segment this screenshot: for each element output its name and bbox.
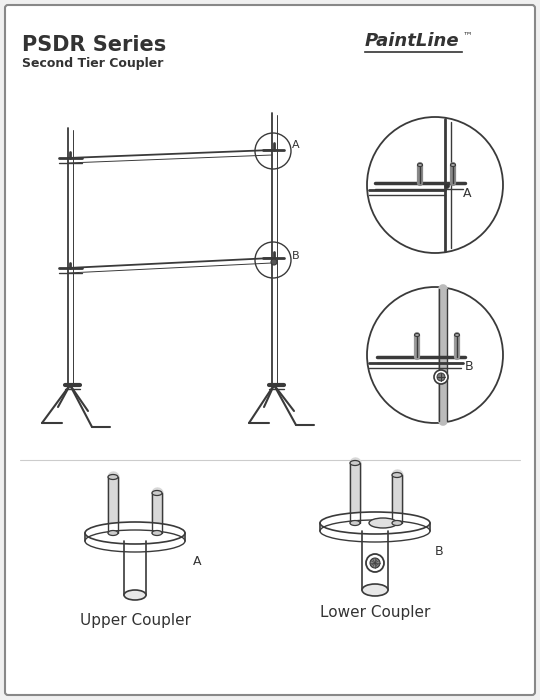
Ellipse shape	[415, 333, 420, 337]
FancyBboxPatch shape	[5, 5, 535, 695]
Text: A: A	[193, 555, 201, 568]
Ellipse shape	[455, 333, 460, 337]
Text: Second Tier Coupler: Second Tier Coupler	[22, 57, 164, 70]
Text: Lower Coupler: Lower Coupler	[320, 605, 430, 620]
Circle shape	[370, 558, 380, 568]
Ellipse shape	[369, 518, 397, 528]
Circle shape	[271, 259, 277, 265]
Text: B: B	[292, 251, 300, 261]
Ellipse shape	[108, 475, 118, 480]
Ellipse shape	[152, 531, 162, 536]
Ellipse shape	[350, 521, 360, 526]
Ellipse shape	[108, 531, 118, 536]
Ellipse shape	[350, 461, 360, 466]
Circle shape	[434, 370, 448, 384]
Text: ™: ™	[463, 30, 472, 40]
Ellipse shape	[152, 491, 162, 496]
Circle shape	[366, 554, 384, 572]
Text: B: B	[465, 360, 474, 373]
Circle shape	[367, 117, 503, 253]
Ellipse shape	[85, 522, 185, 544]
Text: B: B	[435, 545, 444, 558]
Text: A: A	[292, 140, 300, 150]
Circle shape	[367, 287, 503, 423]
Ellipse shape	[450, 164, 456, 167]
Ellipse shape	[362, 584, 388, 596]
Ellipse shape	[392, 473, 402, 477]
Text: Upper Coupler: Upper Coupler	[79, 613, 191, 628]
Text: PaintLine: PaintLine	[365, 32, 460, 50]
Ellipse shape	[124, 590, 146, 600]
Circle shape	[444, 183, 449, 188]
Text: PSDR Series: PSDR Series	[22, 35, 166, 55]
Ellipse shape	[392, 521, 402, 526]
Text: A: A	[463, 187, 471, 200]
Ellipse shape	[417, 164, 422, 167]
Circle shape	[437, 373, 445, 381]
Ellipse shape	[320, 512, 430, 534]
